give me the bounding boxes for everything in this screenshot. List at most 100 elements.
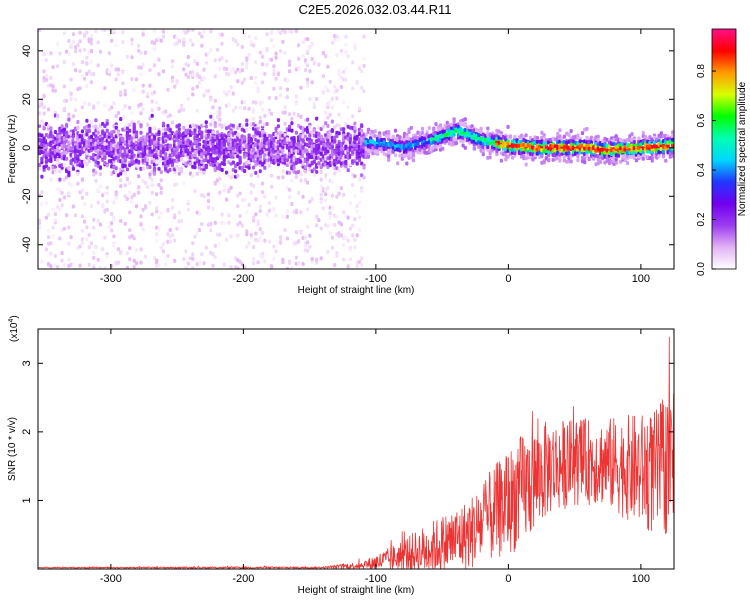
spectrogram-cell [107,51,111,56]
spectrogram-cell [60,258,64,263]
spectrogram-cell [211,206,215,211]
spectrogram-cell [303,134,307,139]
spectrogram-cell [225,170,229,175]
spectrogram-cell [110,154,114,158]
spectrogram-cell [139,222,143,227]
spectrogram-cell [355,233,359,238]
spectrogram-cell [222,262,226,267]
spectrogram-cell [195,84,199,89]
spectrogram-cell [143,254,148,259]
spectrogram-cell [319,192,323,197]
spectrogram-cell [393,153,398,158]
spectrogram-cell [191,256,195,261]
spectrogram-cell [42,69,46,74]
spectrogram-cell [351,60,355,65]
spectrogram-cell [49,157,53,162]
spectrogram-cell [330,128,334,132]
spectrogram-cell [62,262,66,267]
spectrogram-cell [547,157,551,162]
spectrogram-cell [200,130,204,135]
spectrogram-cell [297,56,301,61]
spectrogram-cell [96,257,100,262]
spectrogram-cell [87,102,91,107]
spectrogram-cell [396,161,400,166]
spectrogram-cell [360,85,364,90]
spectrogram-cell [353,42,357,47]
spectrogram-cell [252,184,256,188]
spectrogram-cell [74,68,78,73]
spectrogram-cell [306,84,310,88]
spectrogram-cell [209,114,213,119]
spectrogram-cell [175,226,179,231]
spectrogram-cell [254,170,258,175]
spectrogram-cell [351,182,355,187]
spectrogram-cell [288,261,292,265]
spectrogram-cell [62,31,66,36]
spectrogram-cell [317,143,321,148]
spectrogram-cell [222,142,226,147]
spectrogram-cell [324,173,328,177]
spectrogram-cell [324,192,328,197]
spectrogram-cell [130,199,134,204]
spectrogram-cell [38,225,42,230]
spectrogram-cell [186,75,190,79]
spectrogram-cell [213,124,217,129]
spectrogram-cell [112,234,116,239]
spectrogram-cell [211,130,215,135]
spectrogram-cell [330,105,334,110]
spectrogram-cell [252,116,256,121]
spectrogram-cell [80,214,84,219]
spectrogram-cell [357,158,362,163]
spectrogram-cell [78,263,82,268]
spectrogram-cell [85,191,89,196]
spectrogram-cell [161,249,166,254]
spectrogram-cell [123,115,127,119]
spectrogram-cell [279,130,283,135]
spectrogram-cell [85,72,89,76]
spectrogram-cell [360,256,364,261]
spectrogram-cell [150,183,154,187]
spectrogram-cell [143,204,148,209]
spectrogram-cell [150,99,154,104]
spectrogram-cell [209,152,213,157]
spectrogram-cell [387,134,391,139]
spectrogram-cell [362,57,366,61]
spectrogram-cell [71,39,75,44]
spectrogram-cell [98,165,102,170]
spectrogram-cell [148,83,152,88]
spectrogram-cell [65,213,69,218]
spectrogram-cell [243,139,247,144]
spectrogram-cell [175,41,179,46]
spectrogram-cell [315,260,319,265]
spectrogram-cell [58,188,62,193]
spectrogram-cell [89,49,93,53]
spectrogram-cell [132,192,136,197]
spectrogram-cell [44,155,48,160]
spectrogram-cell [159,245,163,250]
spectrogram-cell [285,236,289,241]
spectrogram-cell [78,69,82,74]
spectrogram-cell [94,178,98,183]
spectrogram-cell [362,175,366,180]
spectrogram-cell [452,119,456,123]
spectrogram-cell [146,184,150,189]
spectrogram-cell [89,204,93,209]
spectrogram-cell [335,34,339,39]
spectrogram-cell [191,252,195,257]
spectrogram-cell [247,34,251,39]
spectrogram-cell [134,248,139,253]
spectrogram-cell [326,115,330,120]
spectrogram-cell [339,52,343,57]
spectrogram-cell [344,235,348,240]
spectrogram-cell [218,232,222,237]
spectrogram-cell [240,80,244,85]
spectrogram-cell [333,223,337,227]
spectrogram-cell [270,30,274,35]
spectrogram-cell [238,214,242,218]
spectrogram-cell [62,84,66,89]
spectrogram-cell [337,37,341,42]
spectrogram-cell [155,100,159,105]
spectrogram-cell [44,215,48,220]
spectrogram-cell [67,192,71,196]
spectrogram-cell [227,89,231,94]
